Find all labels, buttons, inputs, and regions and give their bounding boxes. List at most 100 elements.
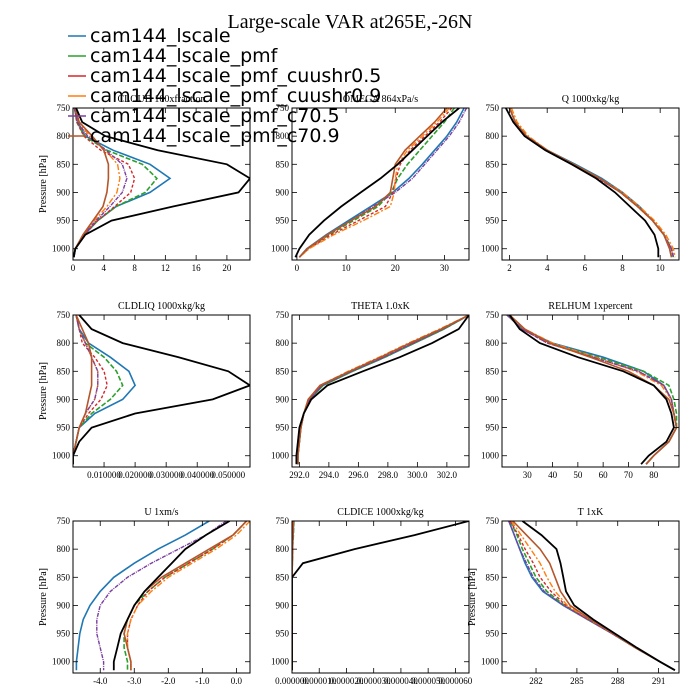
panel-2: Q 1000xkg/kg 750 800 850 900 950 1000 2 4 6 8 10 xyxy=(481,94,680,273)
x-tick-label: -1.0 xyxy=(195,676,210,686)
x-tick-label: 6 xyxy=(583,263,588,273)
x-tick-label: 298.0 xyxy=(378,470,399,480)
y-tick-label: 850 xyxy=(57,366,71,376)
y-tick-label: 950 xyxy=(276,216,290,226)
series-line-1 xyxy=(508,108,675,258)
series-line-4 xyxy=(506,315,678,465)
y-tick-label: 750 xyxy=(276,516,290,526)
x-tick-label: 0.000020 xyxy=(330,676,364,686)
y-tick-label: 800 xyxy=(57,338,71,348)
y-tick-label: 800 xyxy=(276,131,290,141)
x-tick-label: -2.0 xyxy=(161,676,176,686)
panel-title: T 1xK xyxy=(578,507,604,518)
series-line-5 xyxy=(73,108,110,258)
series-lines xyxy=(294,108,468,258)
y-tick-label: 900 xyxy=(57,187,71,197)
x-tick-label: 0 xyxy=(71,263,76,273)
x-tick-label: 70 xyxy=(624,470,634,480)
x-tick-label: 20 xyxy=(222,263,232,273)
plot-frame xyxy=(72,314,251,468)
series-line-2 xyxy=(126,521,248,671)
series-line-4 xyxy=(508,108,675,258)
panel-1: OMEGA 864xPa/s 750 800 850 900 950 1000 0 10 20 30 xyxy=(271,94,470,273)
y-tick-label: 800 xyxy=(276,338,290,348)
series-line-2 xyxy=(508,108,675,258)
panel-8: T 1xK 750 800 850 900 950 1000 282 285 288 291 Pres… xyxy=(467,507,680,686)
series-line-5 xyxy=(297,315,469,465)
y-tick-label: 950 xyxy=(57,216,71,226)
series-line-6 xyxy=(505,108,660,258)
plot-frame xyxy=(72,107,251,261)
x-tick-label: 0.000060 xyxy=(439,676,473,686)
y-tick-label: 900 xyxy=(57,600,71,610)
x-tick-label: 16 xyxy=(192,263,202,273)
y-tick-label: 950 xyxy=(57,629,71,639)
x-tick-label: -4.0 xyxy=(93,676,108,686)
y-tick-label: 1000 xyxy=(271,244,290,254)
panel-6: U 1xm/s 750 800 850 900 950 1000 -4.0 -3.0 -2.0 -1… xyxy=(38,507,251,686)
x-tick-label: 2 xyxy=(507,263,512,273)
x-tick-label: 0.030000 xyxy=(149,470,183,480)
series-lines xyxy=(505,108,676,258)
series-line-6 xyxy=(295,315,469,465)
y-axis-label: Pressure [hPa] xyxy=(467,568,478,626)
x-tick-label: 285 xyxy=(570,676,584,686)
series-line-6 xyxy=(73,108,250,258)
y-tick-label: 900 xyxy=(57,394,71,404)
x-tick-label: 30 xyxy=(523,470,533,480)
x-tick-label: 0.050000 xyxy=(211,470,245,480)
y-tick-label: 950 xyxy=(276,629,290,639)
panel-3: CLDLIQ 1000xkg/kg 750 800 850 900 950 1000 0.01… xyxy=(38,301,251,480)
y-tick-label: 950 xyxy=(486,423,500,433)
x-tick-label: 294.0 xyxy=(319,470,340,480)
series-line-5 xyxy=(298,108,448,258)
x-tick-label: 300.0 xyxy=(407,470,428,480)
plot-frame xyxy=(291,520,470,674)
series-line-0 xyxy=(508,108,673,258)
x-tick-label: 282 xyxy=(529,676,543,686)
series-lines xyxy=(73,315,250,465)
y-tick-label: 850 xyxy=(486,572,500,582)
x-tick-label: 0 xyxy=(295,263,300,273)
series-line-6 xyxy=(73,315,250,465)
series-line-4 xyxy=(96,521,227,671)
y-tick-label: 750 xyxy=(486,310,500,320)
series-line-3 xyxy=(510,108,676,258)
series-lines xyxy=(73,108,250,258)
legend-label-5: cam144_lscale_pmf_c70.9 xyxy=(90,125,340,147)
y-tick-label: 1000 xyxy=(271,657,290,667)
series-line-4 xyxy=(298,108,468,258)
panel-5: RELHUM 1xpercent 750 800 850 900 950 1000 30 40 5… xyxy=(481,301,680,480)
y-axis-label: Pressure [hPa] xyxy=(38,568,49,626)
x-tick-label: 0.0 xyxy=(231,676,243,686)
y-tick-label: 800 xyxy=(276,544,290,554)
y-tick-label: 800 xyxy=(486,338,500,348)
plot-frame xyxy=(291,107,470,261)
y-tick-label: 900 xyxy=(276,187,290,197)
series-line-3 xyxy=(509,315,678,465)
series-line-5 xyxy=(73,315,93,465)
panel-title: Q 1000xkg/kg xyxy=(562,94,620,105)
plot-frame xyxy=(72,520,251,674)
y-tick-label: 800 xyxy=(57,544,71,554)
y-tick-label: 900 xyxy=(276,394,290,404)
series-lines xyxy=(292,521,469,671)
y-tick-label: 850 xyxy=(276,572,290,582)
series-lines xyxy=(295,315,469,465)
panel-title: OMEGA 864xPa/s xyxy=(343,94,418,105)
y-tick-label: 1000 xyxy=(52,244,71,254)
x-tick-label: 292.0 xyxy=(289,470,310,480)
y-tick-label: 750 xyxy=(276,310,290,320)
y-tick-label: 850 xyxy=(276,366,290,376)
x-tick-label: 10 xyxy=(342,263,352,273)
x-tick-label: 20 xyxy=(391,263,401,273)
x-tick-label: 0.000030 xyxy=(357,676,391,686)
series-lines xyxy=(506,315,678,465)
series-line-6 xyxy=(292,521,469,671)
legend-label-0: cam144_lscale xyxy=(90,25,231,47)
y-tick-label: 850 xyxy=(57,159,71,169)
y-tick-label: 1000 xyxy=(52,657,71,667)
y-tick-label: 950 xyxy=(276,423,290,433)
